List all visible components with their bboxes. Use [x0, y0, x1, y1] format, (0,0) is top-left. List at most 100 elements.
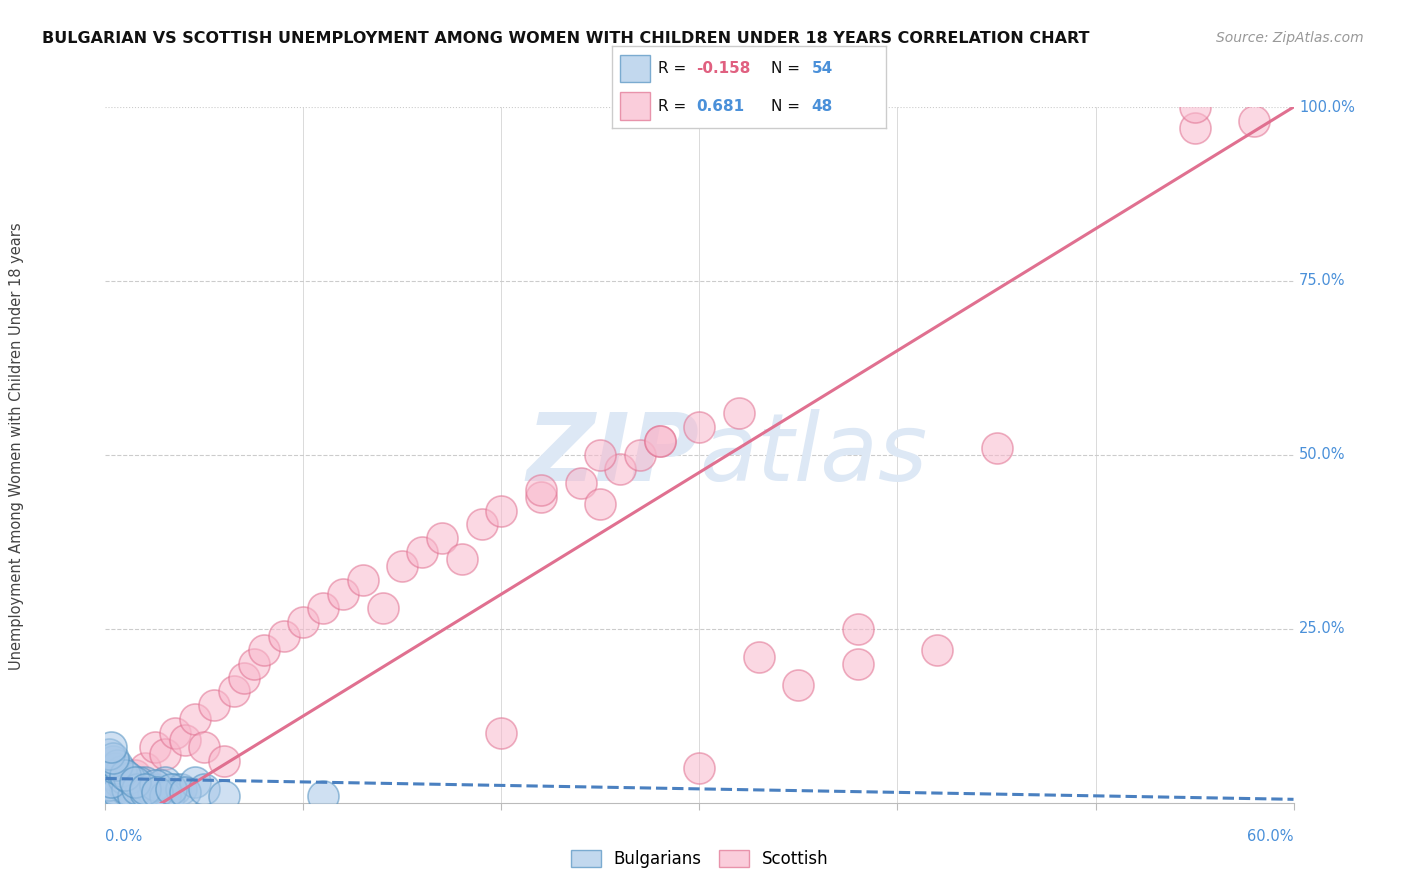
- Point: [110, 772, 132, 786]
- Point: [103, 768, 125, 782]
- Point: [1243, 114, 1265, 128]
- Point: [253, 642, 276, 657]
- Point: [569, 475, 592, 490]
- Point: [628, 448, 651, 462]
- Point: [193, 740, 215, 755]
- Point: [173, 733, 195, 747]
- Point: [292, 615, 315, 629]
- Point: [846, 657, 869, 671]
- Point: [689, 761, 711, 775]
- Text: 54: 54: [811, 61, 832, 76]
- Point: [430, 532, 453, 546]
- Point: [153, 775, 176, 789]
- Point: [118, 785, 141, 799]
- Point: [143, 740, 166, 755]
- Point: [846, 622, 869, 636]
- Point: [129, 781, 152, 796]
- Point: [748, 649, 770, 664]
- Point: [112, 772, 135, 786]
- Point: [491, 503, 513, 517]
- Point: [98, 747, 121, 761]
- Text: 100.0%: 100.0%: [1299, 100, 1355, 114]
- Point: [391, 559, 413, 574]
- Point: [183, 775, 205, 789]
- Point: [114, 768, 136, 782]
- Point: [471, 517, 494, 532]
- Point: [183, 712, 205, 726]
- Point: [134, 781, 156, 796]
- Point: [352, 573, 374, 587]
- Point: [148, 785, 170, 799]
- Point: [193, 781, 215, 796]
- Point: [1184, 120, 1206, 135]
- Point: [114, 778, 136, 792]
- Point: [1184, 100, 1206, 114]
- Point: [134, 761, 156, 775]
- Point: [143, 781, 166, 796]
- Point: [143, 778, 166, 792]
- Point: [202, 698, 225, 713]
- Point: [105, 785, 128, 799]
- Point: [139, 781, 162, 796]
- Text: 60.0%: 60.0%: [1247, 830, 1294, 844]
- Point: [530, 490, 553, 504]
- Point: [103, 750, 125, 764]
- Bar: [620, 54, 650, 82]
- Text: R =: R =: [658, 99, 692, 114]
- Point: [233, 671, 256, 685]
- Point: [149, 778, 172, 792]
- Point: [105, 757, 128, 772]
- Point: [589, 448, 612, 462]
- Text: N =: N =: [770, 61, 804, 76]
- Point: [110, 764, 132, 779]
- Point: [243, 657, 266, 671]
- Point: [589, 497, 612, 511]
- Point: [146, 785, 169, 799]
- Point: [104, 781, 127, 796]
- Point: [115, 781, 138, 796]
- Point: [153, 747, 176, 761]
- Point: [103, 754, 125, 768]
- Point: [124, 775, 146, 789]
- Point: [98, 778, 121, 792]
- Point: [153, 789, 176, 803]
- Point: [127, 781, 149, 796]
- Point: [124, 789, 146, 803]
- Point: [530, 483, 553, 497]
- Point: [450, 552, 472, 566]
- Point: [163, 781, 186, 796]
- Point: [118, 772, 141, 786]
- Point: [157, 789, 180, 803]
- Point: [114, 781, 136, 796]
- Point: [312, 789, 335, 803]
- Point: [138, 785, 160, 799]
- Point: [170, 781, 193, 796]
- Text: N =: N =: [770, 99, 804, 114]
- Point: [108, 775, 131, 789]
- Point: [134, 775, 156, 789]
- Text: 75.0%: 75.0%: [1299, 274, 1346, 288]
- Text: BULGARIAN VS SCOTTISH UNEMPLOYMENT AMONG WOMEN WITH CHILDREN UNDER 18 YEARS CORR: BULGARIAN VS SCOTTISH UNEMPLOYMENT AMONG…: [42, 31, 1090, 46]
- Point: [332, 587, 354, 601]
- Point: [986, 441, 1008, 455]
- Point: [163, 726, 186, 740]
- Point: [159, 781, 181, 796]
- Text: ZIP: ZIP: [527, 409, 700, 501]
- Point: [127, 778, 149, 792]
- Text: 48: 48: [811, 99, 832, 114]
- Point: [120, 785, 142, 799]
- Text: 0.681: 0.681: [696, 99, 745, 114]
- Point: [128, 775, 150, 789]
- Point: [214, 789, 236, 803]
- Point: [371, 601, 394, 615]
- Point: [132, 789, 155, 803]
- Text: Source: ZipAtlas.com: Source: ZipAtlas.com: [1216, 31, 1364, 45]
- Point: [134, 785, 156, 799]
- Point: [100, 740, 122, 755]
- Point: [100, 775, 122, 789]
- Point: [609, 462, 631, 476]
- Point: [927, 642, 949, 657]
- Text: Unemployment Among Women with Children Under 18 years: Unemployment Among Women with Children U…: [10, 222, 24, 670]
- Point: [491, 726, 513, 740]
- Text: 25.0%: 25.0%: [1299, 622, 1346, 636]
